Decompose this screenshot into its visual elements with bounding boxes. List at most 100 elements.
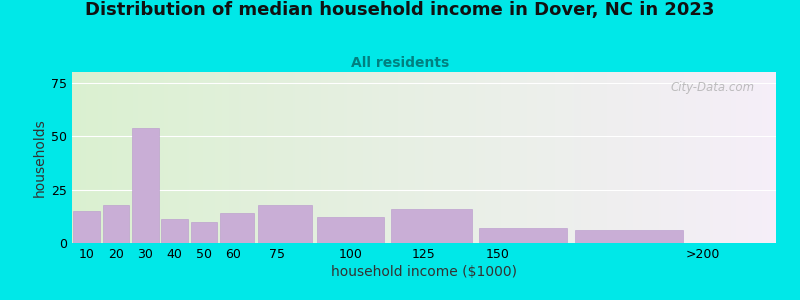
Bar: [645, 72, 647, 243]
Bar: [222, 72, 225, 243]
Bar: [321, 72, 323, 243]
Bar: [271, 72, 274, 243]
Bar: [666, 72, 668, 243]
Bar: [525, 72, 527, 243]
Bar: [82, 72, 84, 243]
Bar: [333, 72, 335, 243]
Bar: [466, 72, 469, 243]
Bar: [642, 72, 645, 243]
Bar: [248, 72, 250, 243]
Bar: [356, 72, 358, 243]
Bar: [560, 72, 562, 243]
Bar: [105, 72, 107, 243]
Bar: [394, 72, 396, 243]
Bar: [605, 72, 607, 243]
Bar: [208, 72, 210, 243]
Bar: [626, 72, 628, 243]
Bar: [713, 72, 715, 243]
Bar: [130, 72, 133, 243]
Bar: [403, 72, 406, 243]
Bar: [265, 72, 266, 243]
Bar: [196, 72, 198, 243]
Bar: [471, 72, 474, 243]
Bar: [330, 72, 333, 243]
Bar: [260, 72, 262, 243]
Bar: [304, 72, 306, 243]
Bar: [462, 72, 464, 243]
Bar: [344, 72, 346, 243]
Bar: [445, 72, 447, 243]
Bar: [250, 72, 253, 243]
Bar: [198, 72, 201, 243]
Bar: [769, 72, 771, 243]
Bar: [771, 72, 774, 243]
Bar: [436, 72, 438, 243]
Bar: [518, 72, 520, 243]
Bar: [194, 72, 196, 243]
Bar: [731, 72, 734, 243]
Bar: [241, 72, 243, 243]
Bar: [406, 72, 407, 243]
Bar: [311, 72, 314, 243]
Bar: [187, 72, 190, 243]
Bar: [98, 72, 100, 243]
Bar: [384, 72, 386, 243]
Bar: [720, 72, 722, 243]
Bar: [77, 72, 79, 243]
Bar: [342, 72, 344, 243]
Bar: [438, 72, 441, 243]
Bar: [474, 72, 476, 243]
Bar: [650, 72, 652, 243]
Bar: [583, 72, 586, 243]
Bar: [542, 72, 544, 243]
Bar: [511, 72, 513, 243]
Bar: [206, 72, 208, 243]
Bar: [691, 72, 694, 243]
Text: All residents: All residents: [351, 56, 449, 70]
Bar: [140, 72, 142, 243]
Bar: [382, 72, 384, 243]
Bar: [635, 72, 638, 243]
Bar: [506, 72, 509, 243]
Bar: [170, 72, 173, 243]
Bar: [497, 72, 499, 243]
Bar: [230, 72, 231, 243]
Bar: [266, 72, 269, 243]
Bar: [290, 72, 293, 243]
Bar: [175, 72, 178, 243]
Bar: [309, 72, 311, 243]
Bar: [302, 72, 304, 243]
Bar: [539, 72, 542, 243]
Bar: [258, 205, 312, 243]
Bar: [574, 72, 577, 243]
Bar: [755, 72, 758, 243]
Bar: [361, 72, 363, 243]
Bar: [734, 72, 736, 243]
Bar: [544, 72, 546, 243]
Bar: [480, 72, 482, 243]
Bar: [190, 222, 218, 243]
Bar: [412, 72, 414, 243]
Bar: [79, 72, 82, 243]
Bar: [288, 72, 290, 243]
Bar: [210, 72, 213, 243]
Bar: [182, 72, 185, 243]
Bar: [89, 72, 90, 243]
Bar: [550, 72, 553, 243]
Bar: [168, 72, 170, 243]
Bar: [374, 72, 377, 243]
Bar: [726, 72, 729, 243]
Bar: [499, 72, 502, 243]
Bar: [225, 72, 227, 243]
Bar: [142, 72, 145, 243]
Bar: [372, 72, 374, 243]
Bar: [335, 72, 337, 243]
Bar: [522, 72, 525, 243]
Bar: [678, 72, 680, 243]
Bar: [469, 72, 471, 243]
Bar: [124, 72, 126, 243]
Bar: [306, 72, 309, 243]
Bar: [598, 72, 600, 243]
Bar: [323, 72, 326, 243]
Bar: [532, 72, 534, 243]
